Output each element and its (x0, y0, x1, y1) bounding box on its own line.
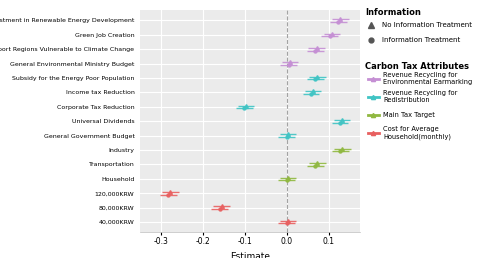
Text: Cost for Average Household(monthly): Cost for Average Household(monthly) (383, 126, 451, 140)
Text: Information: Information (365, 8, 421, 17)
Text: Revenue Recycling for Environmental Earmarking: Revenue Recycling for Environmental Earm… (383, 72, 472, 85)
Text: Revenue Recycling for Redistribution: Revenue Recycling for Redistribution (383, 90, 458, 103)
X-axis label: Estimate: Estimate (230, 252, 270, 258)
Text: Carbon Tax Attributes: Carbon Tax Attributes (365, 62, 469, 71)
Text: No Information Treatment: No Information Treatment (382, 21, 472, 28)
Text: Main Tax Target: Main Tax Target (383, 112, 435, 118)
Text: Information Treatment: Information Treatment (382, 37, 460, 43)
